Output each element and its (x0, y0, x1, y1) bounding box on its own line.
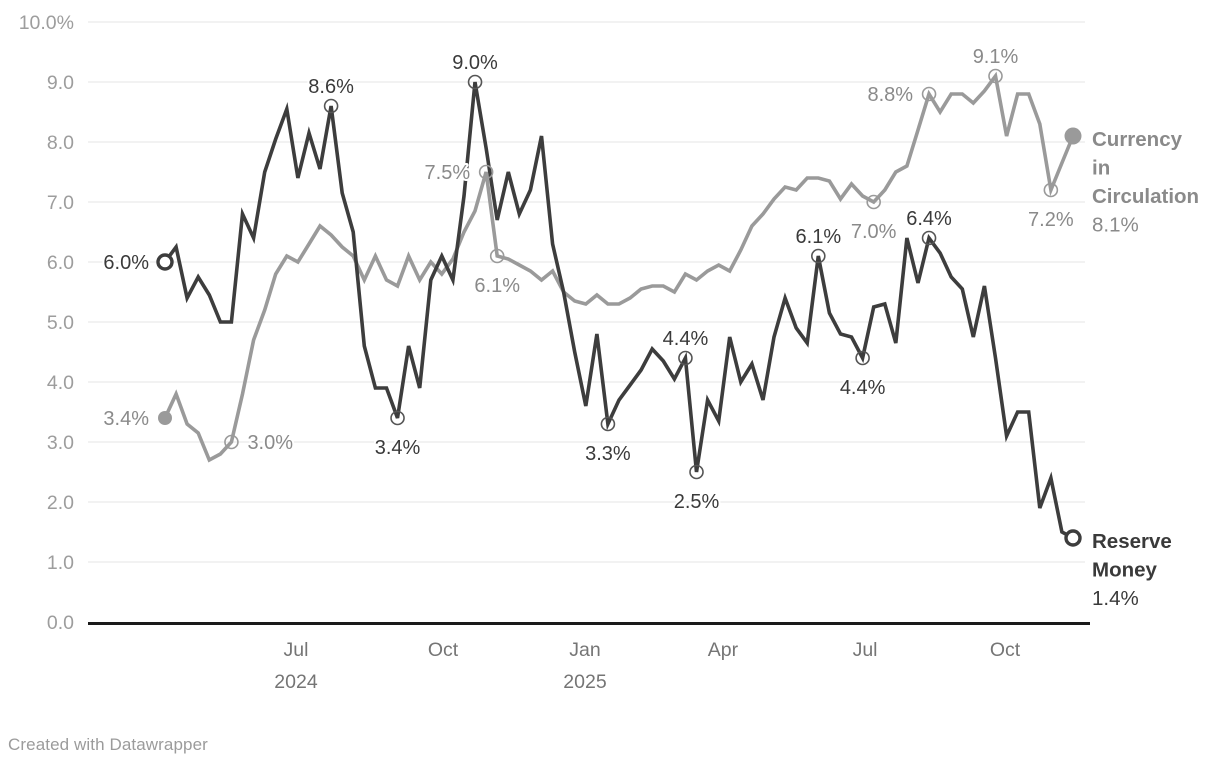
point-marker-ring (323, 98, 339, 114)
point-marker-ring (224, 434, 239, 450)
x-axis-tick-label: Apr (708, 639, 739, 661)
y-axis-tick-label: 8.0 (47, 132, 74, 154)
point-marker-ring (478, 164, 494, 180)
point-value-label: 7.0% (851, 221, 897, 243)
series-end-dot-currency-in-circulation (1064, 127, 1082, 145)
y-axis-tick-label: 0.0 (47, 612, 74, 634)
point-value-label: 8.8% (867, 84, 913, 106)
series-start-dot-currency-in-circulation (158, 411, 172, 425)
point-marker-ring (390, 410, 405, 426)
point-marker-ring (600, 416, 616, 432)
series-name-label-reserve-money: Money (1092, 559, 1158, 582)
point-marker-ring (866, 194, 881, 210)
point-value-label: 2.5% (674, 491, 720, 513)
point-value-label: 4.4% (840, 377, 886, 399)
x-axis-tick-label: Jul (284, 639, 309, 661)
y-axis-tick-label: 1.0 (47, 552, 74, 574)
point-value-label: 3.4% (375, 437, 421, 459)
x-axis-tick-label: Jul (853, 639, 878, 661)
series-name-label-currency-in-circulation: in (1092, 157, 1110, 180)
y-axis-tick-label: 9.0 (47, 72, 74, 94)
x-axis-tick-label: Oct (428, 639, 459, 661)
point-value-label: 6.4% (906, 208, 952, 230)
point-marker-ring (855, 350, 870, 366)
point-value-label: 3.3% (585, 443, 631, 465)
point-marker-ring (1043, 182, 1059, 198)
series-name-label-currency-in-circulation: Circulation (1092, 185, 1199, 208)
series-line-reserve-money (163, 81, 1075, 540)
point-marker-ring (811, 248, 826, 264)
series-name-label-currency-in-circulation: Currency (1092, 128, 1183, 151)
point-value-label: 7.5% (425, 162, 471, 184)
series-end-dot-reserve-money (1064, 529, 1082, 547)
series-value-label-reserve-money: 1.4% (1092, 587, 1139, 610)
y-axis-tick-label: 2.0 (47, 492, 74, 514)
y-axis-tick-label: 6.0 (47, 252, 74, 274)
point-marker-ring (678, 350, 693, 366)
y-axis-tick-label: 4.0 (47, 372, 74, 394)
point-value-label: 6.0% (103, 252, 149, 274)
x-axis-year-label: 2024 (274, 671, 318, 693)
series-value-label-currency-in-circulation: 8.1% (1092, 214, 1139, 237)
x-axis-tick-label: Jan (569, 639, 600, 661)
series-line-currency-in-circulation (163, 71, 1075, 463)
point-value-label: 6.1% (474, 275, 520, 297)
point-value-label: 4.4% (663, 328, 709, 350)
y-axis-tick-label: 7.0 (47, 192, 74, 214)
datawrapper-credit-link[interactable]: Created with Datawrapper (8, 735, 208, 754)
y-axis-tick-label: 5.0 (47, 312, 74, 334)
point-marker-ring (489, 248, 505, 264)
point-value-label: 9.1% (973, 46, 1019, 68)
x-axis-year-label: 2025 (563, 671, 607, 693)
point-value-label: 9.0% (452, 52, 498, 74)
series-name-label-reserve-money: Reserve (1092, 530, 1172, 553)
point-value-label: 3.0% (247, 432, 293, 454)
point-marker-ring (467, 74, 483, 90)
y-axis-tick-label: 10.0% (19, 12, 74, 34)
y-axis-tick-label: 3.0 (47, 432, 74, 454)
x-axis-tick-label: Oct (990, 639, 1021, 661)
point-marker-ring (921, 230, 937, 246)
point-marker-ring (689, 464, 704, 480)
point-marker-ring (921, 86, 937, 102)
point-value-label: 6.1% (796, 226, 842, 248)
point-value-label: 7.2% (1028, 209, 1074, 231)
point-marker-ring (988, 68, 1003, 84)
point-value-label: 8.6% (308, 76, 354, 98)
point-value-label: 3.4% (103, 408, 149, 430)
series-start-dot-reserve-money (156, 253, 174, 271)
